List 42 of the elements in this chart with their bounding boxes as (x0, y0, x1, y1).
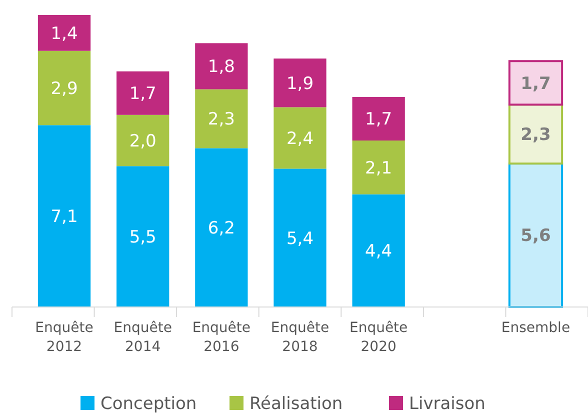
data-label: 5,4 (286, 228, 314, 249)
data-label: 1,8 (208, 57, 235, 78)
data-label: 5,6 (520, 226, 551, 246)
bar (195, 43, 248, 90)
x-tick-label: Enquête 2018 (270, 320, 330, 355)
data-label: 2,1 (365, 158, 392, 178)
data-label: 1,7 (365, 110, 392, 130)
bar (274, 58, 326, 108)
bar (274, 168, 326, 307)
data-label: 5,5 (129, 228, 156, 248)
data-label: 1,7 (129, 84, 156, 104)
data-label: 1,4 (50, 24, 78, 44)
bar (352, 140, 405, 194)
data-label: 4,4 (365, 242, 392, 262)
data-label: 1,9 (286, 74, 314, 94)
legend-label: Livraison (409, 394, 486, 413)
bar (116, 166, 170, 307)
bar (38, 15, 91, 51)
bar (352, 194, 405, 307)
x-tick-label: Enquête 2016 (192, 320, 251, 355)
bar (38, 125, 91, 307)
legend-label: Réalisation (250, 394, 343, 413)
bar (195, 148, 248, 307)
bar (274, 107, 326, 169)
x-tick-label: Enquête 2020 (349, 320, 408, 355)
data-label: 7,1 (50, 207, 78, 228)
data-label: 1,7 (520, 74, 551, 94)
bar (116, 71, 170, 115)
bar (116, 114, 170, 166)
legend-label: Conception (100, 394, 197, 413)
data-label: 6,2 (208, 218, 235, 239)
data-label: 2,4 (286, 128, 314, 149)
data-label: 2,3 (520, 125, 551, 146)
data-label: 2,0 (129, 131, 156, 152)
bar (38, 50, 91, 126)
bar (352, 96, 405, 141)
x-tick-label: Ensemble (501, 320, 570, 336)
x-tick-label: Enquête 2012 (35, 320, 94, 355)
data-label: 2,9 (50, 78, 78, 99)
data-label: 2,3 (208, 110, 235, 130)
bar (195, 89, 248, 148)
x-tick-label: Enquête 2014 (114, 320, 172, 355)
